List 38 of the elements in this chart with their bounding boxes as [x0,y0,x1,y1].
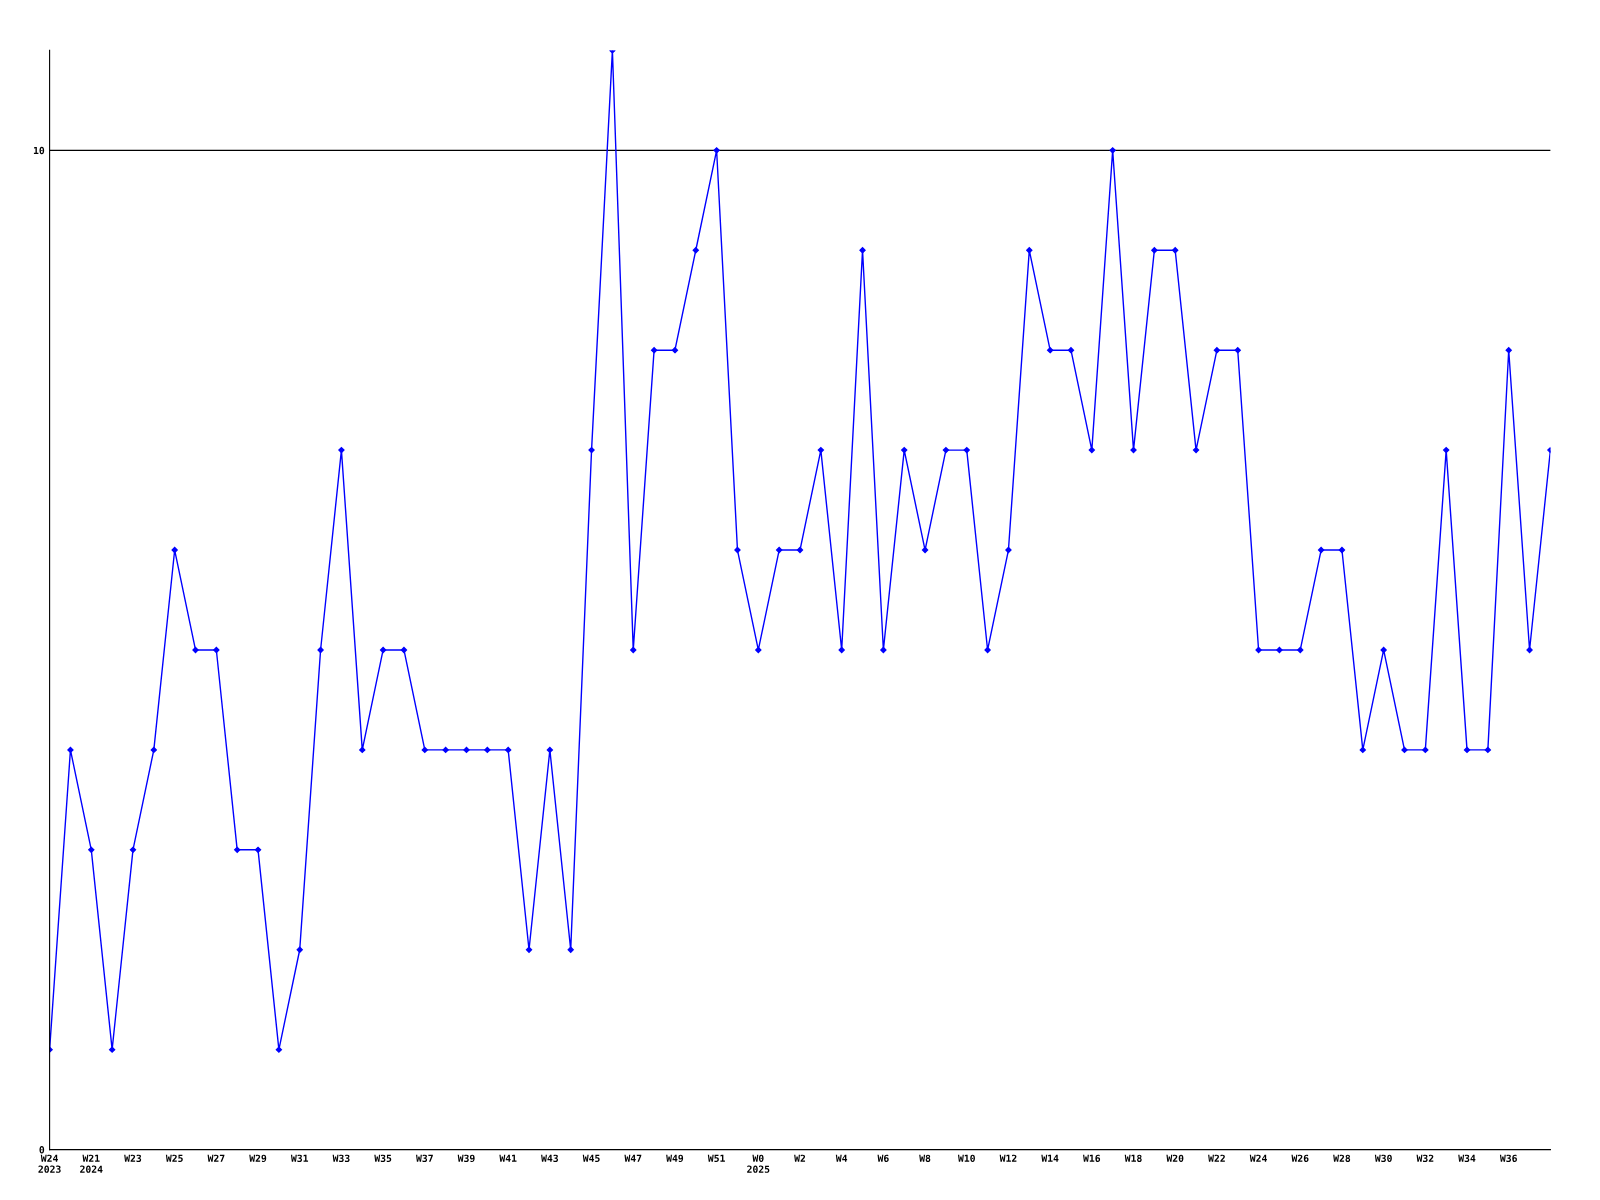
x-tick-label: W16 [1083,1154,1101,1162]
x-tick-label: W47 [624,1154,642,1162]
x-tick-label: W33 [332,1154,350,1162]
x-tick-label: W26 [1291,1154,1309,1162]
x-tick-label: W30 [1374,1154,1392,1162]
x-tick-label: W14 [1041,1154,1059,1162]
x-tick-label: W6 [877,1154,889,1162]
x-tick-label: W10 [957,1154,975,1162]
x-tick-label: W20 [1166,1154,1184,1162]
x-tick-label: W36 [1499,1154,1517,1162]
x-tick-label: W21 2024 [80,1154,103,1173]
x-tick-label: W29 [249,1154,267,1163]
x-tick-label: W8 [919,1154,931,1162]
x-tick-label: W12 [999,1154,1017,1162]
y-tick-label: 10 [33,146,45,155]
x-tick-label: W49 [666,1154,684,1163]
x-tick-label: W37 [416,1154,433,1162]
x-tick-label: W31 [290,1154,309,1162]
x-tick-label: W43 [541,1154,559,1162]
x-tick-label: W28 [1333,1154,1351,1162]
x-tick-label: W24 [1249,1154,1267,1162]
x-tick-label: W27 [207,1154,225,1162]
x-tick-label: W35 [374,1154,392,1162]
x-tick-label: W32 [1416,1154,1434,1162]
x-tick-label: W2 [794,1154,806,1162]
x-tick-label: W18 [1124,1154,1142,1162]
x-tick-label: W25 [165,1154,183,1162]
x-tick-label: W34 [1458,1154,1476,1162]
x-tick-label: W41 [499,1154,517,1162]
x-tick-label: W22 [1208,1154,1225,1162]
x-tick-label: W0 2025 [747,1154,770,1173]
x-tick-label: W45 [582,1154,600,1162]
x-tick-label: W51 [707,1154,725,1162]
x-tick-label: W24 2023 [38,1154,61,1173]
x-tick-label: W23 [124,1154,142,1162]
x-tick-label: W4 [835,1154,848,1162]
y-tick-label: 0 [39,1146,45,1154]
x-tick-label: W39 [457,1154,475,1163]
